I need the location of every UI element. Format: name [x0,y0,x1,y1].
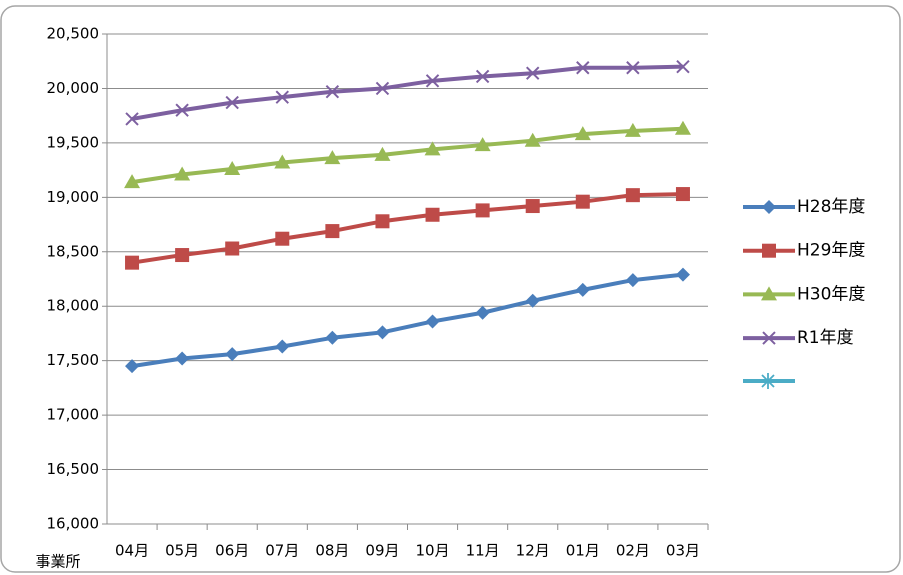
legend-marker [762,200,776,214]
x-tick-label: 07月 [265,542,299,560]
y-tick-label: 17,500 [47,351,100,369]
series-line [131,192,684,265]
x-tick-label: 02月 [616,542,650,560]
x-tick-label: 06月 [215,542,249,560]
y-tick-label: 18,500 [47,242,100,260]
series-line [131,126,684,185]
legend-label: H28年度 [797,197,865,217]
point-marker [425,207,440,222]
point-marker [274,154,291,169]
point-marker [625,188,640,203]
point-marker [525,199,540,214]
x-tick-label: 04月 [115,542,149,560]
point-marker [576,61,590,75]
chart-border [0,5,901,573]
axis-label: 事業所 [35,553,80,571]
point-marker [325,85,340,99]
point-marker [375,81,390,96]
series-line [131,272,684,369]
x-tick-label: 03月 [666,542,700,560]
y-tick-label: 19,500 [47,133,100,151]
y-tick-label: 18,000 [47,297,100,315]
y-tick-label: 20,000 [47,79,100,97]
point-marker [524,132,541,147]
point-marker [624,122,641,137]
point-marker [424,141,441,156]
point-marker [625,273,640,288]
series-line [131,64,684,121]
legend-label: H29年度 [797,241,865,261]
point-marker [674,120,691,135]
point-marker [225,95,239,110]
y-tick-label: 20,500 [47,25,100,43]
legend-marker [762,243,776,258]
point-marker [474,137,491,152]
x-tick-label: 12月 [516,542,550,560]
point-marker [224,161,241,176]
point-marker [225,347,240,362]
point-marker [375,214,390,229]
x-tick-label: 05月 [165,542,199,560]
point-marker [525,293,540,308]
y-tick-label: 16,500 [47,460,100,478]
point-marker [676,59,690,74]
point-marker [575,194,590,209]
point-marker [374,146,391,161]
legend-empty-entry [743,373,795,389]
point-marker [325,224,340,239]
x-tick-label: 10月 [415,542,449,560]
point-marker [125,255,140,270]
point-marker [574,126,591,141]
point-marker [125,112,139,126]
point-marker [626,61,640,75]
x-tick-label: 08月 [315,542,349,560]
point-marker [125,359,140,374]
point-marker [275,90,289,104]
point-marker [325,330,340,345]
point-marker [124,174,141,189]
point-marker [175,351,190,366]
point-marker [275,231,290,246]
point-marker [475,203,490,218]
point-marker [175,248,190,263]
legend-label: R1年度 [797,328,854,348]
x-tick-label: 01月 [566,542,600,560]
point-marker [675,187,690,202]
point-marker [475,305,490,320]
point-marker [375,325,390,340]
point-marker [425,314,440,329]
point-marker [174,166,191,181]
point-marker [425,74,440,88]
point-marker [275,339,290,354]
point-marker [324,150,341,165]
point-marker [175,103,189,117]
y-tick-label: 19,000 [47,188,100,206]
point-marker [475,69,490,84]
legend-marker [762,331,776,345]
y-tick-label: 16,000 [47,515,100,533]
legend-marker [761,286,777,301]
point-marker [575,282,590,297]
legend-label: H30年度 [797,284,865,304]
point-marker [675,267,690,282]
point-marker [526,66,540,80]
y-tick-label: 17,000 [47,406,100,424]
x-tick-label: 11月 [466,542,500,560]
point-marker [225,241,240,256]
x-tick-label: 09月 [365,542,399,560]
